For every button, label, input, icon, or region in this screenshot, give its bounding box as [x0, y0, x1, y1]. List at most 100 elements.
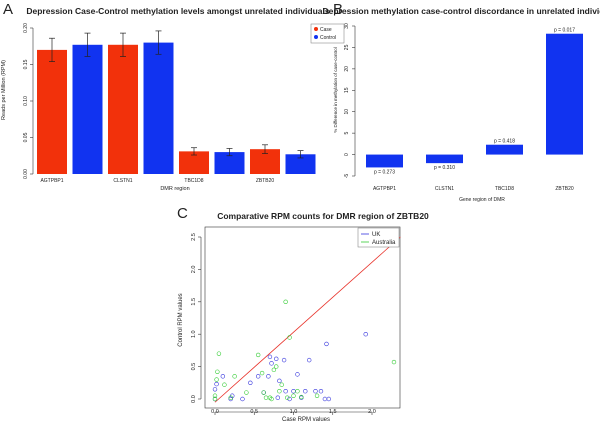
panel-c-axes: 0.0 0.5 1.0 1.5 2.0 0.0 0.5 1.0 1.5 2.0 2.5 — [191, 233, 376, 415]
uk-point — [274, 356, 279, 362]
uk-point — [248, 380, 253, 385]
panel-c-y-tick-label: 0.5 — [191, 363, 197, 371]
panel-a-y-tick-label: 0.00 — [23, 169, 29, 179]
uk-point — [267, 354, 273, 360]
panel-b-pvalue: p = 0.418 — [494, 139, 515, 145]
uk-point — [318, 389, 324, 394]
legend-case-swatch — [314, 27, 318, 31]
panel-a-legend: Case Control — [310, 23, 345, 44]
panel-a-bar — [143, 42, 174, 174]
australia-point — [244, 390, 249, 395]
uk-point — [324, 341, 329, 347]
australia-point — [212, 393, 218, 398]
australia-point — [215, 369, 220, 374]
panel-b-bar — [366, 154, 403, 168]
panel-c: C Comparative RPM counts for DMR region … — [177, 205, 429, 423]
uk-point — [307, 357, 312, 363]
uk-point — [266, 374, 271, 379]
panel-b-y-tick-label: 5 — [344, 132, 350, 135]
panel-c-y-tick-label: 2.0 — [191, 266, 197, 274]
panel-a-ylabel: Reads per Million (RPM) — [1, 60, 7, 120]
panel-c-label: C — [177, 205, 188, 222]
uk-point — [281, 357, 287, 363]
legend-control-swatch — [314, 35, 318, 39]
legend-case-label: Case — [320, 27, 332, 33]
panel-a-title: Depression Case-Control methylation leve… — [26, 6, 330, 16]
australia-point — [269, 396, 274, 402]
uk-point — [283, 389, 288, 394]
uk-point — [220, 374, 226, 379]
panel-c-fit-line — [214, 236, 401, 403]
panel-a-label: A — [3, 1, 13, 18]
panel-a-xlabel: DMR region — [160, 186, 189, 192]
panel-b-y-tick-label: 30 — [344, 23, 350, 29]
panel-c-x-tick-label: 0.0 — [211, 409, 219, 415]
panel-b-category-label: ZBTB20 — [555, 186, 574, 192]
legend-australia-label: Australia — [372, 240, 396, 246]
panel-a-y-tick-label: 0.20 — [23, 23, 29, 33]
panel-c-fit-line-group — [214, 236, 401, 403]
australia-point — [263, 395, 269, 400]
australia-point — [259, 370, 265, 376]
panel-c-title: Comparative RPM counts for DMR region of… — [217, 211, 429, 221]
panel-b-y-tick-label: 15 — [344, 87, 350, 93]
australia-point — [277, 389, 282, 394]
panel-a-category-label: CLSTN1 — [113, 178, 132, 184]
panel-b-category-label: TBC1D8 — [495, 186, 514, 192]
panel-b-bars: p = 0.273 AGTPBP1 p = 0.310 CLSTN1 p = 0.418… — [366, 28, 583, 192]
uk-point — [240, 396, 245, 402]
australia-point — [214, 377, 219, 382]
australia-point — [228, 395, 233, 400]
australia-point — [255, 352, 261, 358]
australia-point — [391, 359, 397, 365]
panel-c-y-tick-label: 2.5 — [191, 233, 197, 241]
panel-a-y-axis: 0.00 0.05 0.10 0.15 0.20 — [23, 23, 34, 179]
australia-point — [283, 299, 288, 304]
panel-b: B Depression methylation case-control di… — [323, 1, 600, 203]
panel-c-x-tick-label: 1.0 — [290, 409, 298, 415]
australia-point — [299, 394, 304, 400]
uk-point — [214, 381, 219, 387]
panel-c-x-tick-label: 2.0 — [368, 409, 376, 415]
panel-b-category-label: AGTPBP1 — [373, 186, 396, 192]
panel-c-x-tick-label: 0.5 — [250, 409, 258, 415]
panel-a-bar — [108, 44, 138, 174]
australia-point — [261, 390, 266, 395]
panel-a: A Depression Case-Control methylation le… — [1, 1, 345, 192]
uk-point — [277, 378, 282, 384]
panel-a-bar — [37, 49, 67, 174]
panel-c-y-tick-label: 0.0 — [191, 395, 197, 403]
panel-a-bars — [37, 30, 316, 174]
panel-a-category-label: ZBTB20 — [256, 178, 275, 184]
legend-uk-label: UK — [372, 232, 380, 238]
australia-point — [212, 396, 218, 402]
uk-point — [287, 396, 292, 402]
uk-point — [275, 395, 280, 400]
panel-b-category-label: CLSTN1 — [435, 186, 454, 192]
panel-b-y-tick-label: -5 — [344, 174, 350, 179]
panel-b-ylabel: % Difference in methylation of case-cont… — [333, 47, 338, 132]
uk-point — [255, 374, 261, 379]
australia-point — [274, 364, 279, 369]
panel-c-y-tick-label: 1.5 — [191, 298, 197, 306]
panel-a-bar — [179, 151, 209, 174]
australia-point — [295, 389, 300, 394]
uk-point — [326, 396, 332, 402]
panel-b-y-axis: -5 0 5 10 15 20 25 30 — [344, 23, 356, 179]
panel-b-label: B — [333, 1, 343, 18]
panel-c-points — [212, 299, 397, 402]
panel-c-plot-frame — [204, 226, 401, 409]
panel-a-bar — [214, 152, 245, 174]
panel-a-y-tick-label: 0.05 — [23, 132, 29, 142]
panel-b-xlabel: Gene region of DMR — [459, 197, 505, 203]
panel-b-pvalue: p = 0.017 — [554, 28, 575, 34]
australia-point — [222, 382, 227, 387]
panel-b-y-tick-label: 25 — [344, 44, 350, 50]
panel-b-pvalue: p = 0.310 — [434, 165, 455, 171]
panel-b-pvalue: p = 0.273 — [374, 169, 395, 175]
australia-point — [285, 395, 290, 400]
panel-c-y-tick-label: 1.0 — [191, 330, 197, 338]
panel-a-y-tick-label: 0.10 — [23, 96, 29, 106]
panel-a-y-tick-label: 0.15 — [23, 59, 29, 69]
